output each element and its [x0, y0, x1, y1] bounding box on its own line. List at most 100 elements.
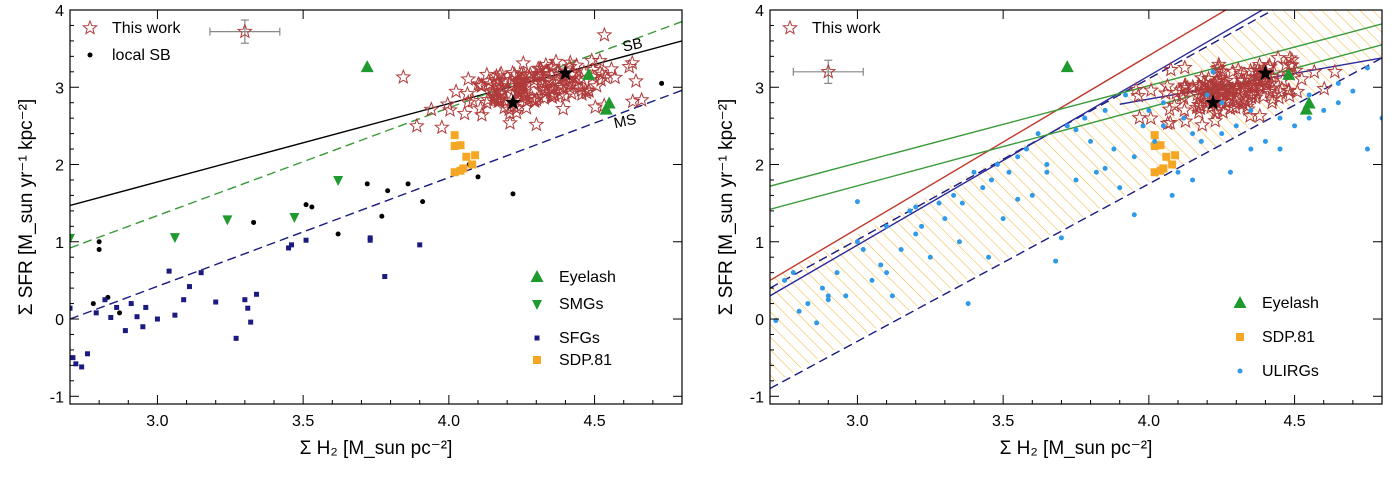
x-tick-label: 4.5 [1283, 413, 1305, 430]
x-tick-label: 3.0 [846, 413, 868, 430]
data-point [878, 262, 884, 268]
data-point [557, 75, 574, 91]
x-tick-label: 4.5 [583, 413, 605, 430]
data-point [1190, 177, 1196, 183]
data-point [805, 301, 811, 307]
data-point [286, 245, 292, 251]
relation-line-2 [70, 89, 682, 320]
x-tick-label: 4.0 [1138, 413, 1160, 430]
data-point [1247, 89, 1264, 105]
data-point [367, 237, 373, 243]
data-point [1207, 112, 1224, 128]
data-point [585, 61, 602, 77]
data-point [502, 114, 518, 130]
data-point [593, 71, 610, 87]
data-point [814, 320, 820, 326]
data-point [460, 70, 477, 86]
data-point [395, 68, 412, 85]
legend-label: This work [112, 20, 181, 37]
data-point [889, 293, 895, 299]
data-point [1130, 87, 1147, 103]
data-point [1335, 100, 1341, 106]
data-point [898, 246, 904, 252]
data-point [1193, 69, 1210, 85]
data-point [1058, 235, 1064, 241]
data-point [1160, 100, 1166, 106]
y-tick-label: 1 [755, 235, 764, 252]
data-point [172, 312, 178, 318]
data-point [1219, 131, 1225, 137]
data-point [198, 270, 204, 276]
data-point [510, 191, 516, 197]
data-point [516, 83, 533, 99]
data-point [1064, 123, 1070, 129]
y-axis-label: Σ SFR [M_sun yr⁻¹ kpc⁻²] [716, 99, 737, 316]
data-point [1150, 168, 1159, 177]
data-point [114, 304, 120, 310]
data-point [117, 310, 123, 316]
data-point [423, 101, 440, 117]
data-point [90, 301, 96, 307]
data-point [1350, 88, 1356, 94]
relation-line-3 [770, 10, 1264, 297]
data-point [233, 335, 239, 341]
data-point [504, 64, 521, 80]
data-point [1150, 131, 1159, 140]
legend-label: SFGs [559, 330, 600, 347]
data-point [73, 361, 79, 367]
relation-line-2 [770, 10, 1228, 281]
data-point [1233, 71, 1250, 87]
data-point [561, 58, 578, 74]
data-point [108, 314, 114, 320]
legend-marker [782, 19, 798, 35]
data-point [1160, 123, 1166, 129]
data-point [621, 58, 638, 74]
data-point [1242, 107, 1259, 123]
data-point [1146, 107, 1152, 113]
x-tick-label: 3.5 [292, 413, 314, 430]
data-point [140, 324, 146, 330]
data-point [254, 291, 260, 297]
data-point [854, 239, 860, 245]
data-point [951, 192, 957, 198]
data-point [596, 26, 613, 42]
data-point [988, 177, 994, 183]
data-point [591, 52, 608, 68]
data-point [582, 67, 596, 80]
data-point [288, 242, 294, 248]
data-point [79, 364, 85, 370]
data-point [1029, 192, 1035, 198]
data-point [919, 223, 925, 229]
data-point [433, 119, 450, 135]
data-point [1270, 89, 1287, 105]
data-point [819, 285, 825, 291]
data-point [860, 246, 866, 252]
data-point [1088, 138, 1094, 144]
data-point [1316, 80, 1333, 96]
data-point [487, 71, 504, 87]
data-point [1123, 92, 1129, 98]
series-highlight [504, 64, 574, 110]
data-point [471, 151, 480, 160]
data-point [659, 80, 665, 86]
data-point [456, 105, 473, 121]
data-point [134, 314, 140, 320]
data-point [490, 90, 507, 107]
data-point [563, 84, 580, 101]
series-ulirgs [773, 65, 1382, 326]
data-point [222, 215, 233, 226]
data-point [364, 181, 370, 187]
data-point [450, 168, 459, 177]
data-point [1156, 166, 1165, 175]
data-point [1236, 91, 1253, 107]
legend-label: Eyelash [1262, 295, 1319, 312]
data-point [1162, 114, 1179, 130]
series-eyelash [360, 60, 616, 115]
data-point [1306, 115, 1312, 121]
data-point [1292, 123, 1298, 129]
data-point [884, 270, 890, 276]
data-point [479, 91, 496, 107]
data-point [186, 284, 192, 290]
